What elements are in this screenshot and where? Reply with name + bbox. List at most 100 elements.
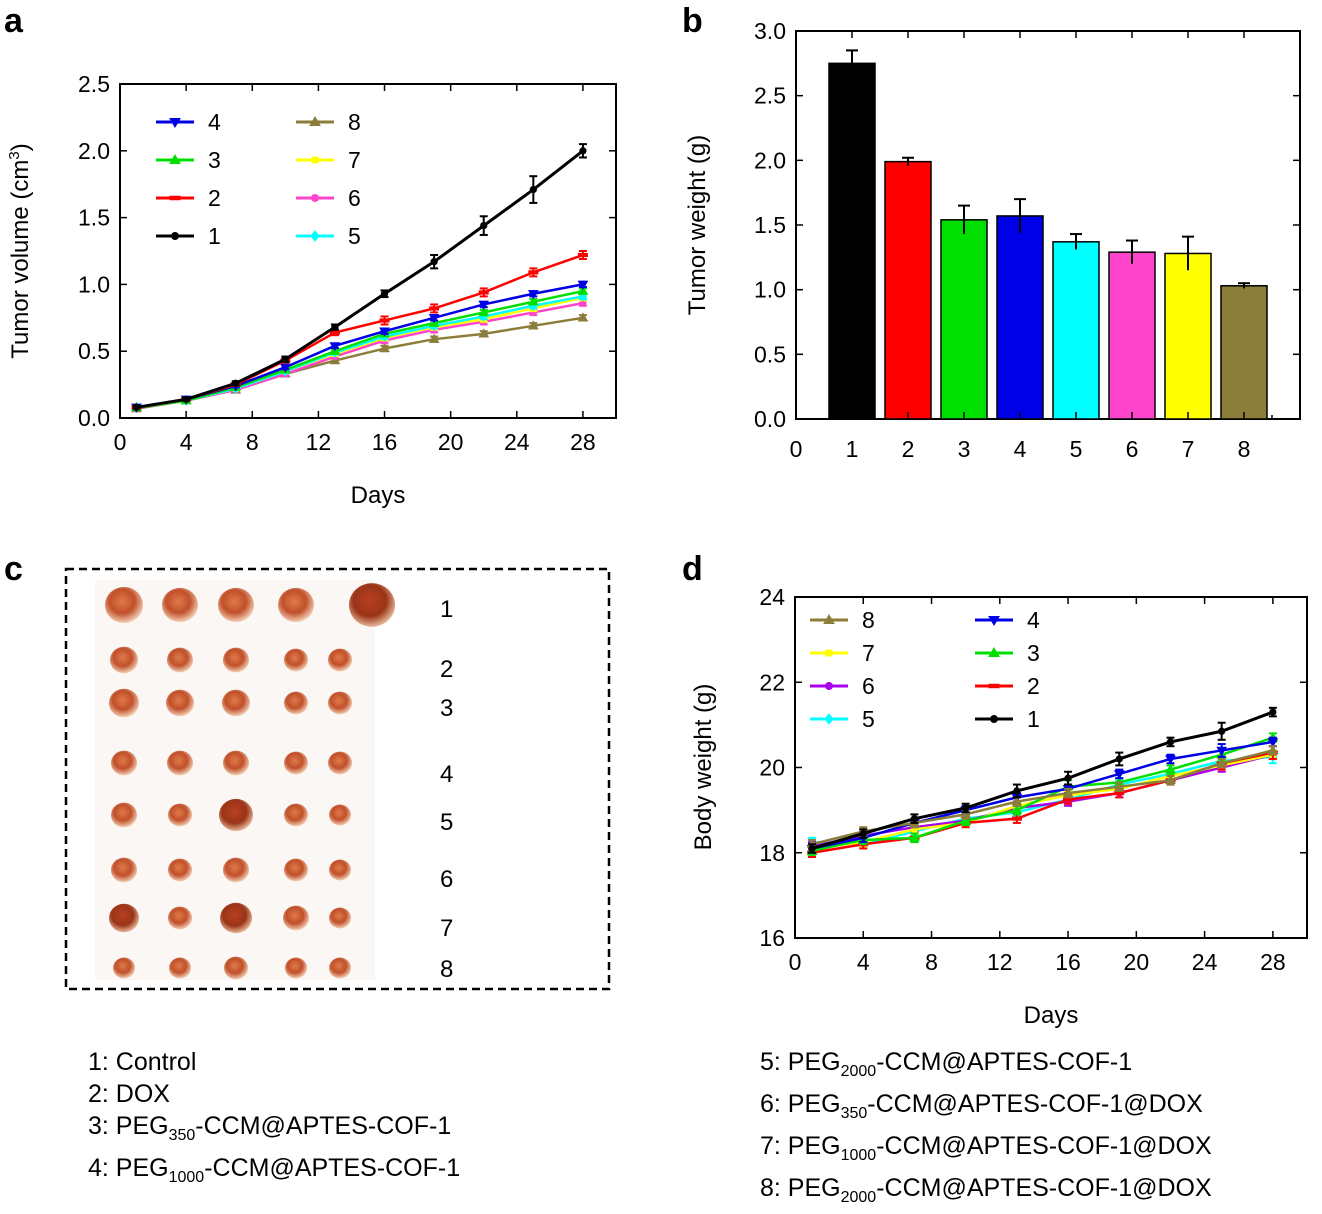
a-point-2 xyxy=(329,330,340,335)
a-legend-marker-4 xyxy=(169,118,181,128)
chart-a-x-axis-label: Days xyxy=(351,482,406,509)
b-x-tick-label: 7 xyxy=(1182,436,1195,462)
a-legend-marker-3 xyxy=(169,154,181,164)
photo-row-label: 1 xyxy=(440,596,453,623)
tumor-sample xyxy=(328,691,352,715)
a-x-tick-label: 8 xyxy=(246,429,259,455)
a-point-4 xyxy=(379,327,390,337)
d-y-tick-label: 24 xyxy=(759,584,785,610)
a-legend-label-4: 4 xyxy=(208,109,221,135)
a-line-3 xyxy=(136,289,584,409)
d-y-tick-label: 16 xyxy=(759,925,785,951)
d-point-8 xyxy=(1267,744,1279,755)
a-point-2 xyxy=(478,290,489,295)
b-x-tick-label: 3 xyxy=(958,436,971,462)
tumor-sample xyxy=(110,646,138,674)
b-y-tick-label: 1.5 xyxy=(754,212,786,238)
d-point-4 xyxy=(1267,738,1279,748)
a-legend-label-1: 1 xyxy=(208,223,221,249)
b-x-tick-label: 1 xyxy=(846,436,859,462)
bar-1 xyxy=(828,62,876,420)
a-point-2 xyxy=(379,318,390,323)
tumor-sample xyxy=(329,957,351,979)
a-line-1 xyxy=(136,149,584,409)
tumor-sample xyxy=(285,957,307,979)
a-series-1 xyxy=(132,143,587,411)
tumor-sample xyxy=(284,648,308,672)
b-y-tick-label: 2.5 xyxy=(754,83,786,109)
a-point-8 xyxy=(428,333,440,343)
caption-subscript: 350 xyxy=(168,1127,196,1144)
d-legend-marker-3 xyxy=(988,647,1000,657)
a-point-8 xyxy=(478,328,490,338)
a-series-2 xyxy=(131,250,588,410)
a-x-tick-label: 4 xyxy=(180,429,193,455)
caption-text: 8: PEG xyxy=(760,1174,841,1202)
caption-right: 5: PEG2000-CCM@APTES-COF-1 6: PEG350-CCM@… xyxy=(760,1046,1212,1214)
d-point-4 xyxy=(1165,755,1176,765)
bar-7 xyxy=(1164,252,1212,420)
caption-line: 1: Control xyxy=(88,1046,460,1078)
tumor-sample xyxy=(168,858,192,882)
panel-label-b: b xyxy=(682,2,703,40)
caption-subscript: 1000 xyxy=(168,1169,205,1186)
bar-8 xyxy=(1220,285,1268,420)
d-point-3 xyxy=(1165,764,1176,774)
a-legend-label-6: 6 xyxy=(348,185,361,211)
d-point-3 xyxy=(960,815,972,825)
a-x-tick-label: 0 xyxy=(114,429,127,455)
d-point-3 xyxy=(909,832,920,842)
a-legend-label-3: 3 xyxy=(208,147,221,173)
d-legend-label-3: 3 xyxy=(1027,640,1040,666)
a-point-1 xyxy=(579,147,587,155)
caption-text: -CCM@APTES-COF-1@DOX xyxy=(867,1090,1203,1118)
a-x-tick-label: 24 xyxy=(504,429,530,455)
a-x-tick-label: 16 xyxy=(372,429,398,455)
a-point-1 xyxy=(232,379,240,387)
b-x-tick-label: 6 xyxy=(1126,436,1139,462)
d-point-8 xyxy=(1062,787,1074,797)
d-point-1 xyxy=(962,804,970,812)
a-legend-marker-1 xyxy=(171,232,179,240)
caption-line: 3: PEG350-CCM@APTES-COF-1 xyxy=(88,1110,460,1152)
a-legend-label-2: 2 xyxy=(208,185,221,211)
a-point-3 xyxy=(478,306,490,317)
d-series-1 xyxy=(808,706,1277,854)
caption-text: 4: PEG xyxy=(88,1154,169,1182)
d-line-4 xyxy=(811,740,1274,850)
tumor-photo-panel: 1 2 3 4 5 6 7 8 xyxy=(64,567,611,991)
a-legend-marker-5 xyxy=(310,230,320,242)
a-series-7 xyxy=(132,294,587,411)
d-legend-label-4: 4 xyxy=(1027,607,1040,633)
d-line-1 xyxy=(811,710,1274,850)
caption-line: 7: PEG1000-CCM@APTES-COF-1@DOX xyxy=(760,1130,1212,1172)
d-legend-label-2: 2 xyxy=(1027,673,1040,699)
a-x-tick-label: 12 xyxy=(306,429,332,455)
chart-d-x-axis-label: Days xyxy=(1024,1002,1079,1029)
a-point-4 xyxy=(577,280,589,290)
tumor-sample xyxy=(113,957,135,979)
photo-row-label: 3 xyxy=(440,695,453,722)
chart-b-tumor-weight: 0 1 2 3 4 5 6 7 8 0.0 0.5 1.0 1.5 2.0 2.5 3.0 Tumor wei… xyxy=(684,18,1301,462)
bar-4 xyxy=(996,215,1044,420)
a-y-tick-label: 0.5 xyxy=(78,338,110,364)
tumor-sample xyxy=(167,647,193,673)
a-y-tick-label: 1.0 xyxy=(78,271,110,297)
d-point-2 xyxy=(1011,816,1022,821)
d-x-tick-label: 0 xyxy=(789,949,802,975)
caption-subscript: 1000 xyxy=(840,1147,877,1164)
d-point-4 xyxy=(1113,770,1125,780)
tumor-sample xyxy=(168,803,192,827)
caption-text: 6: PEG xyxy=(760,1090,841,1118)
d-legend-marker-1 xyxy=(990,715,998,723)
d-series-4 xyxy=(806,736,1279,854)
photo-row-label: 7 xyxy=(440,915,453,942)
bar-3 xyxy=(940,219,988,420)
d-x-tick-label: 16 xyxy=(1055,949,1081,975)
d-legend-label-8: 8 xyxy=(862,607,875,633)
tumor-sample xyxy=(328,648,352,672)
a-x-tick-label: 28 xyxy=(570,429,596,455)
tumor-sample xyxy=(223,857,249,883)
chart-a-y-axis-label: Tumor volume (cm3) xyxy=(6,143,34,358)
